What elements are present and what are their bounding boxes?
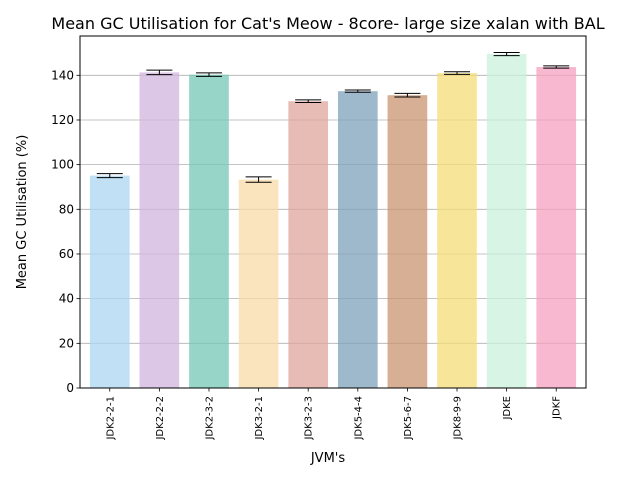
x-tick-label: JDK8-9-9	[453, 396, 464, 441]
bar-jdke	[486, 54, 527, 388]
x-tick-label: JDKE	[502, 396, 513, 421]
bar-jdk8-9-9	[437, 73, 477, 388]
bar-jdk2-2-1	[89, 175, 130, 388]
bar-jdk5-4-4	[337, 91, 378, 388]
y-tick-label: 120	[51, 113, 74, 127]
bar-jdkf	[536, 67, 577, 388]
x-tick-label: JDK5-4-4	[353, 396, 364, 441]
y-tick-label: 0	[66, 381, 74, 395]
error-bar-layer	[96, 52, 570, 183]
bar-jdk5-6-7	[387, 95, 428, 389]
chart-title: Mean GC Utilisation for Cat's Meow - 8co…	[51, 14, 604, 33]
y-tick-label: 140	[51, 68, 74, 82]
y-axis: 0 20 40 60 80 100 120 140	[51, 68, 80, 395]
x-axis-label: JVM's	[310, 451, 346, 466]
y-tick-label: 60	[59, 247, 74, 261]
x-tick-label: JDKF	[552, 396, 563, 420]
x-axis: JDK2-2-1 JDK2-2-2 JDK2-3-2 JDK3-2-1 JDK3-2-3…	[105, 388, 563, 441]
bar-layer	[89, 54, 577, 389]
x-tick-label: JDK3-2-1	[254, 396, 265, 441]
bar-jdk3-2-3	[288, 101, 329, 389]
plot-frame	[79, 35, 587, 389]
x-tick-label: JDK2-2-2	[155, 396, 166, 441]
x-tick-label: JDK3-2-3	[304, 396, 315, 441]
x-tick-label: JDK2-2-1	[105, 396, 116, 441]
bar-jdk2-3-2	[189, 74, 229, 389]
bar-jdk3-2-1	[238, 179, 279, 388]
y-tick-label: 100	[51, 158, 74, 172]
y-axis-label: Mean GC Utilisation (%)	[15, 135, 30, 290]
bar-jdk2-2-2	[139, 72, 180, 388]
x-tick-label: JDK5-6-7	[403, 396, 414, 441]
y-tick-label: 20	[59, 336, 74, 350]
x-tick-label: JDK2-3-2	[204, 396, 215, 441]
y-tick-label: 80	[59, 202, 74, 216]
y-tick-label: 40	[59, 292, 74, 306]
